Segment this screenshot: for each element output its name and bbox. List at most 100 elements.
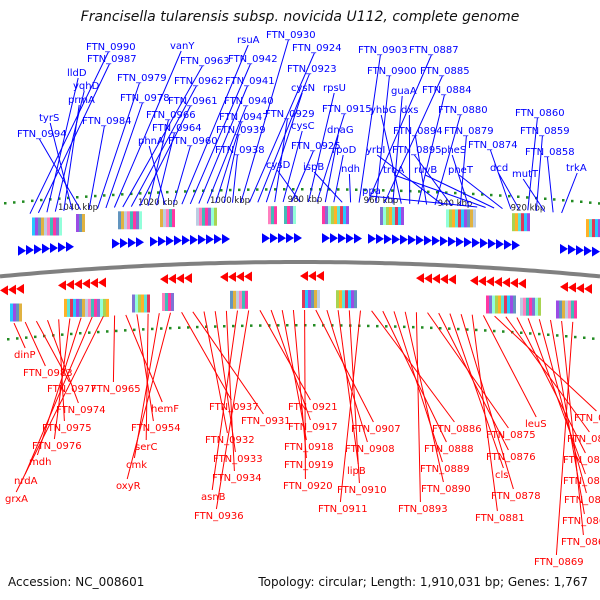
cog-block-reverse: [354, 290, 357, 309]
gc-tick: [376, 324, 379, 328]
forward-gene-label: cysN: [291, 83, 315, 94]
forward-gene-label: FTN_0960: [168, 136, 218, 147]
forward-gene-arrow: [472, 237, 480, 248]
forward-label-leader: [130, 85, 197, 207]
reverse-gene-label: FTN_0937: [209, 402, 259, 413]
forward-gene-label: mutT: [512, 169, 539, 180]
forward-gene-label: ruvB: [414, 165, 437, 176]
forward-label-leader: [257, 73, 310, 203]
reverse-gene-label: cmk: [126, 460, 147, 471]
forward-label-leader: [113, 50, 182, 208]
gc-tick: [544, 197, 547, 200]
reverse-label-leader: [516, 317, 586, 454]
cog-block-reverse: [88, 298, 91, 317]
reverse-gene-arrow: [470, 275, 478, 286]
gc-tick: [220, 189, 223, 192]
reverse-label-leader: [348, 310, 360, 484]
reverse-gene-label: cls: [495, 470, 509, 481]
gc-tick: [304, 324, 307, 327]
gc-tick: [283, 188, 286, 191]
forward-gene-label: FTN_0895: [392, 145, 442, 156]
gc-tick: [175, 190, 178, 193]
reverse-gene-label: FTN_0862: [567, 434, 600, 445]
reverse-label-leader: [415, 312, 421, 503]
gc-tick: [475, 328, 478, 332]
cog-block-forward: [449, 209, 452, 228]
cog-block-forward: [287, 206, 290, 224]
gc-tick: [292, 188, 295, 191]
reverse-gene-label: FTN_0974: [56, 405, 106, 416]
reverse-label-leader: [404, 311, 444, 483]
gc-tick: [574, 335, 577, 339]
forward-gene-arrow: [416, 235, 424, 246]
forward-label-leader: [489, 149, 512, 210]
gc-tick: [439, 327, 442, 330]
gc-tick: [319, 188, 322, 191]
gc-tick: [115, 329, 118, 333]
cog-block-forward: [392, 207, 395, 225]
forward-gene-label: truA: [383, 165, 404, 176]
reverse-gene-label: FTN_0893: [398, 504, 448, 515]
reverse-gene-arrow: [510, 278, 518, 289]
cog-block-forward: [166, 209, 169, 228]
forward-gene-label: phnA: [138, 136, 164, 147]
genome-backbone: [0, 260, 600, 279]
forward-gene-arrow: [592, 246, 600, 257]
reverse-label-leader: [304, 309, 306, 480]
reverse-label-leader: [550, 319, 585, 515]
forward-gene-label: FTN_0990: [86, 42, 136, 53]
reverse-gene-arrow: [184, 273, 192, 284]
cog-block-reverse: [168, 293, 171, 311]
gc-tick: [124, 329, 127, 332]
forward-label-leader: [451, 154, 470, 207]
forward-gene-label: FTN_0858: [525, 147, 575, 158]
cog-block-reverse: [489, 295, 492, 314]
cog-block-forward: [53, 217, 56, 236]
reverse-gene-arrow: [236, 271, 244, 282]
forward-gene-arrow: [488, 238, 496, 249]
forward-label-leader: [282, 130, 303, 203]
cog-block-forward: [293, 206, 296, 224]
gc-tick: [337, 188, 340, 191]
forward-label-leader: [105, 102, 143, 209]
cog-block-reverse: [233, 290, 236, 309]
gc-tick: [256, 188, 259, 191]
forward-label-leader: [172, 145, 191, 205]
cog-block-reverse: [144, 294, 147, 313]
forward-label-leader: [413, 154, 453, 206]
forward-gene-label: FTN_0961: [168, 96, 218, 107]
cog-block-reverse: [302, 290, 305, 308]
forward-gene-label: FTN_0887: [409, 45, 459, 56]
cog-block-reverse: [242, 290, 245, 309]
cog-block-forward: [515, 213, 518, 232]
forward-label-leader: [434, 114, 461, 206]
gc-tick: [67, 196, 70, 200]
forward-gene-label: dxs: [401, 105, 418, 116]
forward-gene-arrow: [400, 234, 408, 245]
forward-gene-arrow: [432, 235, 440, 246]
reverse-gene-label: FTN_0863: [563, 455, 600, 466]
cog-block-reverse: [492, 295, 495, 314]
forward-gene-label: FTN_0994: [17, 129, 67, 140]
forward-gene-label: FTN_0978: [120, 93, 170, 104]
reverse-label-leader: [555, 321, 574, 556]
cog-block-forward: [386, 207, 389, 225]
reverse-label-leader: [126, 312, 171, 480]
cog-block-reverse: [138, 294, 141, 313]
gc-tick: [418, 190, 421, 193]
forward-label-leader: [189, 63, 251, 205]
reverse-gene-label: dinP: [14, 350, 36, 361]
cog-block-forward: [205, 207, 208, 226]
forward-gene-arrow: [392, 234, 400, 245]
reverse-label-leader: [527, 318, 586, 475]
gc-tick: [202, 189, 205, 192]
forward-gene-label: rpsU: [323, 83, 346, 94]
forward-gene-label: ndh: [341, 164, 360, 175]
cog-block-forward: [79, 214, 82, 232]
reverse-gene-arrow: [448, 274, 456, 285]
forward-gene-label: FTN_0966: [146, 110, 196, 121]
forward-label-leader: [376, 154, 444, 206]
forward-gene-label: FTN_0979: [117, 73, 167, 84]
cog-block-forward: [518, 213, 521, 232]
gc-tick: [166, 190, 169, 194]
